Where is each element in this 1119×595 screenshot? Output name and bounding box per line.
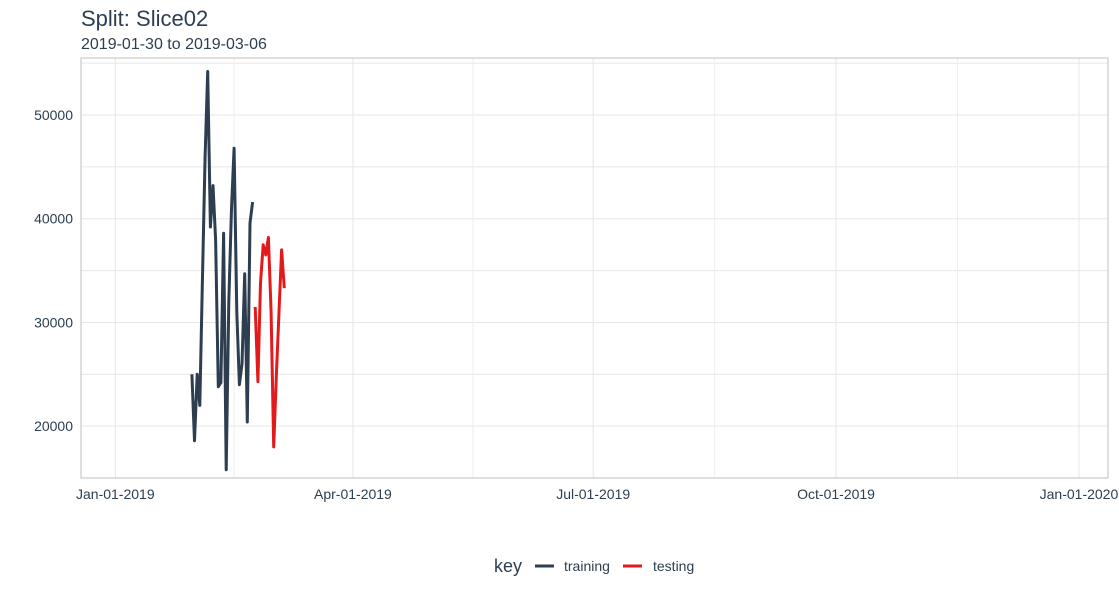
legend: key training testing	[494, 556, 694, 576]
legend-title: key	[494, 556, 522, 576]
x-tick-label: Jul-01-2019	[556, 486, 630, 502]
x-tick-label: Jan-01-2020	[1040, 486, 1119, 502]
x-tick-label: Apr-01-2019	[314, 486, 392, 502]
chart-title: Split: Slice02	[81, 6, 209, 31]
series-line-testing	[253, 235, 286, 449]
x-tick-label: Jan-01-2019	[76, 486, 155, 502]
y-tick-label: 40000	[34, 211, 73, 227]
axis-labels: 20000 30000 40000 50000 Jan-01-2019 Apr-01-20…	[34, 107, 1118, 502]
x-tick-label: Oct-01-2019	[797, 486, 875, 502]
legend-label-testing: testing	[653, 558, 694, 574]
series-line-training	[190, 70, 255, 472]
plot-panel-border	[80, 57, 1109, 479]
series-lines	[190, 70, 286, 472]
chart-subtitle: 2019-01-30 to 2019-03-06	[81, 36, 267, 53]
legend-label-training: training	[564, 558, 610, 574]
y-tick-label: 50000	[34, 107, 73, 123]
y-tick-label: 30000	[34, 314, 73, 330]
y-tick-label: 20000	[34, 418, 73, 434]
